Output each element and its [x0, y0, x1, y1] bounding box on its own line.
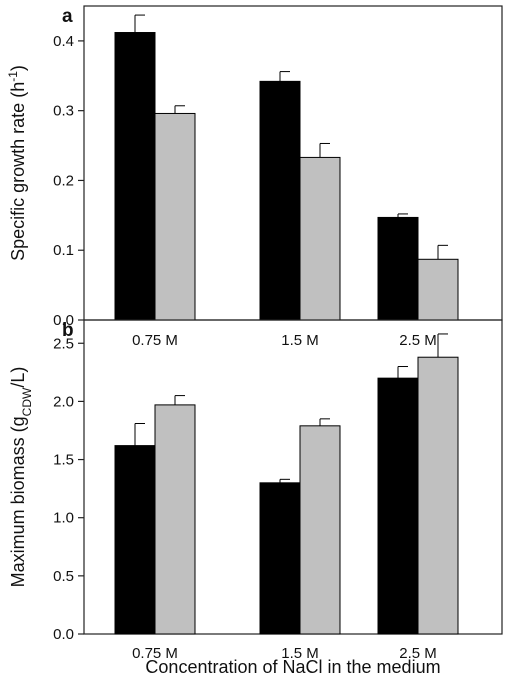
bar-series-1-2 [259, 482, 301, 635]
y-tick-label: 2.0 [53, 393, 74, 410]
bar-series-2-3 [417, 356, 459, 635]
bar-series-1-1 [114, 32, 156, 321]
x-tick-labels-a: 0.75 M 1.5 M 2.5 M [132, 332, 437, 349]
y-tick-label: 0.4 [53, 33, 74, 50]
x-tick-label: 2.5 M [399, 332, 437, 349]
panel-label-a: a [62, 6, 73, 27]
bar-series-1-1 [114, 445, 156, 635]
x-tick-label: 1.5 M [281, 645, 319, 662]
x-tick-label: 2.5 M [399, 645, 437, 662]
x-tick-label: 0.75 M [132, 332, 178, 349]
panel-label-b: b [62, 320, 74, 341]
y-tick-label: 1.5 [53, 452, 74, 469]
y-axis-label-b: Maximum biomass (gCDW/L) [8, 367, 34, 588]
x-tick-labels-b: 0.75 M 1.5 M 2.5 M [132, 645, 437, 662]
y-tick-label: 0.1 [53, 242, 74, 259]
bar-series-2-1 [154, 112, 196, 321]
y-tick-label: 1.0 [53, 510, 74, 527]
y-axis-a: 0.0 0.1 0.2 0.3 0.4 [53, 33, 84, 329]
y-tick-label: 0.5 [53, 568, 74, 585]
y-tick-label: 0.0 [53, 626, 74, 643]
x-axis-label: Concentration of NaCl in the medium [145, 657, 440, 677]
bar-series-2-1 [154, 404, 196, 635]
bars-b [114, 333, 459, 635]
bars-a [114, 14, 459, 321]
y-tick-label: 0.3 [53, 103, 74, 120]
bar-series-1-3 [377, 377, 419, 635]
y-axis-label-a: Specific growth rate (h-1) [6, 65, 28, 261]
bar-series-1-3 [377, 216, 419, 321]
y-tick-label: 2.5 [53, 335, 74, 352]
bar-series-2-3 [417, 258, 459, 321]
bar-series-2-2 [299, 156, 341, 321]
x-tick-label: 0.75 M [132, 645, 178, 662]
y-axis-b: 0.0 0.5 1.0 1.5 2.0 2.5 [53, 335, 84, 643]
y-tick-label: 0.2 [53, 172, 74, 189]
bar-series-2-2 [299, 425, 341, 635]
x-tick-label: 1.5 M [281, 332, 319, 349]
panel-b: b Maximum biomass (gCDW/L) 0.0 0.5 1.0 1.5 2… [8, 319, 503, 677]
panel-a: a Specific growth rate (h-1) 0.00.10.20.… [6, 5, 503, 349]
bar-series-1-2 [259, 80, 301, 321]
y-tick-label: 0.0 [53, 312, 74, 329]
